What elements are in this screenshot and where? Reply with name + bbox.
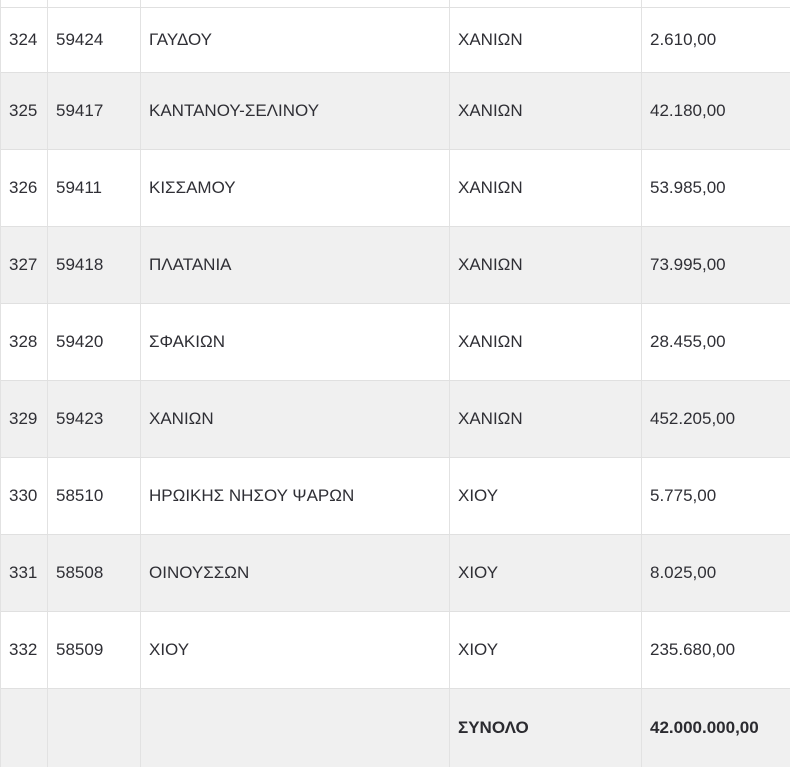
table-row: 326 59411 ΚΙΣΣΑΜΟΥ ΧΑΝΙΩΝ 53.985,00 [1,149,790,226]
cell-code: 59417 [48,73,141,149]
cell-row-number: 332 [1,612,48,688]
table-row: 330 58510 ΗΡΩΙΚΗΣ ΝΗΣΟΥ ΨΑΡΩΝ ΧΙΟΥ 5.775… [1,457,790,534]
table-row-partial [1,0,790,7]
cell-row-number: 326 [1,150,48,226]
cell-amount: 53.985,00 [650,178,726,197]
cell-row-number: 331 [1,535,48,611]
cell-code: 58510 [48,458,141,534]
table-row: 325 59417 ΚΑΝΤΑΝΟΥ-ΣΕΛΙΝΟΥ ΧΑΝΙΩΝ 42.180… [1,72,790,149]
cell-municipality: ΠΛΑΤΑΝΙΑ [141,227,450,303]
cell-amount: 235.680,00 [650,640,736,659]
table-row: 328 59420 ΣΦΑΚΙΩΝ ΧΑΝΙΩΝ 28.455,00 [1,303,790,380]
cell-code: 59411 [48,150,141,226]
cell-prefecture: ΧΑΝΙΩΝ [450,304,642,380]
cell-municipality: ΟΙΝΟΥΣΣΩΝ [141,535,450,611]
table-row: 327 59418 ΠΛΑΤΑΝΙΑ ΧΑΝΙΩΝ 73.995,00 [1,226,790,303]
cell-code: 59424 [48,8,141,72]
table-row: 332 58509 ΧΙΟΥ ΧΙΟΥ 235.680,00 [1,611,790,688]
table-row: 329 59423 ΧΑΝΙΩΝ ΧΑΝΙΩΝ 452.205,00 [1,380,790,457]
cell-municipality [141,689,450,767]
cell-municipality: ΓΑΥΔΟΥ [141,8,450,72]
cell-prefecture: ΧΑΝΙΩΝ [450,8,642,72]
table-row: 331 58508 ΟΙΝΟΥΣΣΩΝ ΧΙΟΥ 8.025,00 [1,534,790,611]
cell-prefecture: ΧΙΟΥ [450,612,642,688]
cell-row-number: 327 [1,227,48,303]
cell-municipality: ΧΑΝΙΩΝ [141,381,450,457]
cell-row-number [1,689,48,767]
cell-prefecture: ΧΙΟΥ [450,535,642,611]
cell-municipality [141,0,450,7]
cell-amount: 5.775,00 [650,486,717,505]
cell-code: 58509 [48,612,141,688]
cell-code: 59423 [48,381,141,457]
total-amount: 42.000.000,00 [650,718,759,737]
total-label: ΣΥΝΟΛΟ [450,689,642,767]
cell-code: 59420 [48,304,141,380]
cell-municipality: ΚΑΝΤΑΝΟΥ-ΣΕΛΙΝΟΥ [141,73,450,149]
cell-code [48,0,141,7]
table-row: 324 59424 ΓΑΥΔΟΥ ΧΑΝΙΩΝ 2.610,00 [1,7,790,72]
cell-amount: 42.180,00 [650,101,726,120]
cell-prefecture: ΧΑΝΙΩΝ [450,150,642,226]
cell-row-number: 324 [1,8,48,72]
table-total-row: ΣΥΝΟΛΟ 42.000.000,00 [1,688,790,767]
cell-municipality: ΚΙΣΣΑΜΟΥ [141,150,450,226]
cell-municipality: ΧΙΟΥ [141,612,450,688]
cell-municipality: ΗΡΩΙΚΗΣ ΝΗΣΟΥ ΨΑΡΩΝ [141,458,450,534]
cell-prefecture: ΧΑΝΙΩΝ [450,227,642,303]
cell-code [48,689,141,767]
cell-amount: 452.205,00 [650,409,736,428]
cell-amount [642,0,790,7]
cell-prefecture: ΧΑΝΙΩΝ [450,73,642,149]
cell-code: 58508 [48,535,141,611]
cell-row-number: 325 [1,73,48,149]
cell-row-number [1,0,48,7]
cell-prefecture [450,0,642,7]
cell-amount: 8.025,00 [650,563,717,582]
cell-amount: 73.995,00 [650,255,726,274]
cell-row-number: 330 [1,458,48,534]
cell-prefecture: ΧΙΟΥ [450,458,642,534]
cell-code: 59418 [48,227,141,303]
cell-municipality: ΣΦΑΚΙΩΝ [141,304,450,380]
cell-row-number: 328 [1,304,48,380]
cell-prefecture: ΧΑΝΙΩΝ [450,381,642,457]
cell-row-number: 329 [1,381,48,457]
cell-amount: 28.455,00 [650,332,726,351]
cell-amount: 2.610,00 [650,30,717,49]
